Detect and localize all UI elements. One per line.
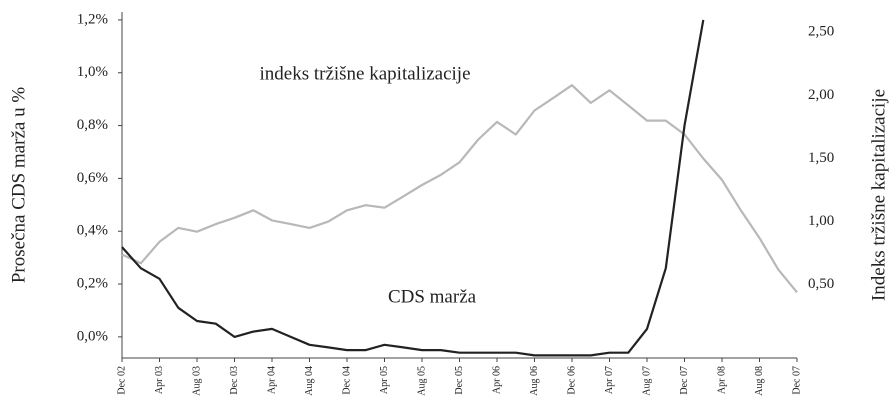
x-tick-label: Aug 03: [191, 366, 202, 396]
y-tick-label: 1,2%: [77, 11, 108, 27]
x-tick-label: Apr 03: [154, 366, 165, 394]
x-tick-label: Dec 05: [454, 366, 465, 395]
y-tick-label: 1,0%: [77, 64, 108, 80]
y2-tick-label: 0,50: [808, 276, 834, 292]
y-tick-label: 0,4%: [77, 223, 108, 239]
x-tick-label: Dec 07: [791, 366, 802, 395]
y2-tick-label: 2,00: [808, 87, 834, 103]
line-series: [121, 19, 705, 357]
y2-tick-label: 2,50: [808, 24, 834, 40]
series-annotation: indeks tržišne kapitalizacije: [259, 63, 470, 84]
y2-tick-label: 1,50: [808, 150, 834, 166]
y-tick-label: 0,6%: [77, 170, 108, 186]
x-tick-label: Dec 06: [566, 366, 577, 395]
x-tick-label: Apr 08: [716, 366, 727, 394]
y2-tick-label: 1,00: [808, 213, 834, 229]
line-series: [121, 84, 798, 293]
x-tick-label: Apr 07: [604, 366, 615, 394]
y-tick-label: 0,0%: [77, 328, 108, 344]
x-tick-label: Dec 07: [679, 366, 690, 395]
y2-axis-label: Indeks tržišne kapitalizacije: [868, 89, 889, 301]
x-tick-label: Aug 06: [529, 366, 540, 396]
x-tick-label: Dec 02: [116, 366, 127, 395]
x-tick-label: Aug 05: [416, 366, 427, 396]
x-tick-label: Dec 03: [229, 366, 240, 395]
x-tick-label: Apr 05: [379, 366, 390, 394]
y-axis-label: Prosečna CDS marža u %: [8, 87, 29, 283]
x-tick-label: Aug 08: [754, 366, 765, 396]
series-annotation: CDS marža: [388, 286, 477, 307]
x-tick-label: Apr 04: [266, 366, 277, 394]
x-tick-label: Dec 04: [341, 366, 352, 395]
x-tick-label: Aug 04: [304, 366, 315, 396]
x-tick-label: Apr 06: [491, 366, 502, 394]
y-tick-label: 0,8%: [77, 117, 108, 133]
x-tick-label: Aug 07: [641, 366, 652, 396]
y-tick-label: 0,2%: [77, 275, 108, 291]
